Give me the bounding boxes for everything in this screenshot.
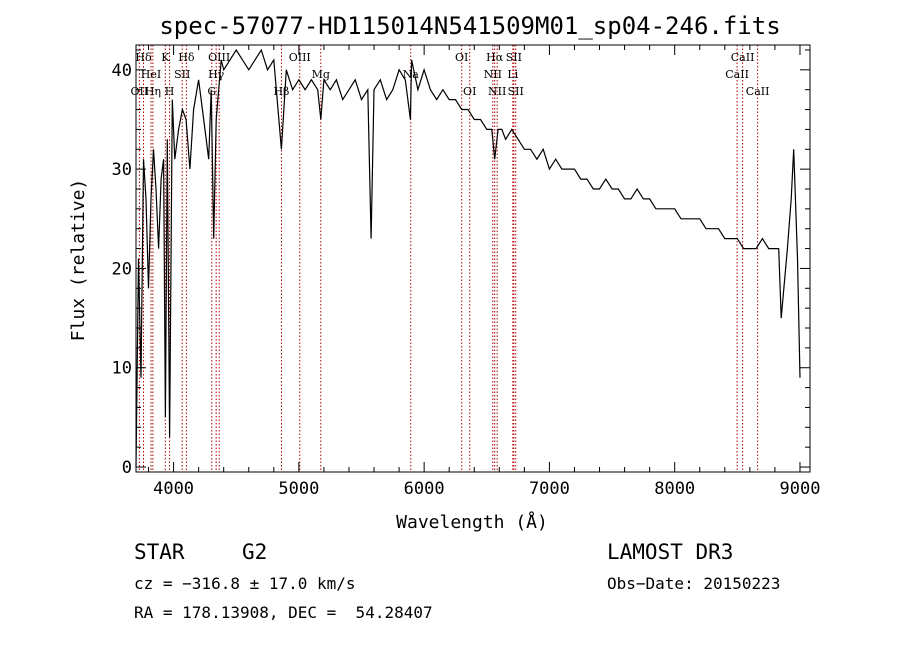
line-label: SII	[174, 68, 190, 81]
y-axis-label: Flux (relative)	[68, 179, 89, 342]
chart-title: spec-57077-HD115014N541509M01_sp04-246.f…	[159, 12, 780, 40]
line-label: CaII	[731, 51, 755, 64]
line-label: Hα	[486, 51, 504, 64]
y-tick-label: 40	[112, 61, 132, 81]
line-label: Mg	[312, 68, 330, 81]
y-tick-label: 10	[112, 359, 132, 379]
x-tick-label: 5000	[278, 479, 319, 499]
line-label: HeI	[141, 68, 161, 81]
y-tick-label: 20	[112, 259, 132, 279]
line-label: K	[161, 51, 170, 64]
line-label: SII	[508, 85, 524, 98]
line-markers	[138, 45, 759, 472]
y-tick-label: 30	[112, 160, 132, 180]
line-label: Hγ	[208, 68, 225, 81]
x-axis-label: Wavelength (Å)	[396, 511, 548, 533]
line-label: OIII	[208, 51, 230, 64]
object-class: STAR	[134, 540, 185, 564]
line-label: Li	[507, 68, 518, 81]
plot-frame	[135, 44, 811, 473]
line-label: OII	[131, 85, 149, 98]
coordinates-readout: RA = 178.13908, DEC = 54.28407	[134, 603, 433, 622]
line-label: NII	[488, 85, 506, 98]
line-label: OI	[455, 51, 468, 64]
spectrum-line	[135, 48, 801, 468]
y-tick-label: 0	[122, 458, 132, 478]
x-tick-label: 7000	[529, 479, 570, 499]
line-label: OIII	[289, 51, 311, 64]
line-label: CaII	[725, 68, 749, 81]
observation-date: Obs−Date: 20150223	[607, 574, 781, 593]
axis-ticks: 4000 5000 6000 7000 8000 9000 0 10 20 30 40	[112, 45, 821, 499]
x-tick-label: 4000	[153, 479, 194, 499]
x-tick-label: 9000	[780, 479, 821, 499]
x-tick-label: 6000	[404, 479, 445, 499]
line-label: Hδ	[135, 51, 152, 64]
survey-name: LAMOST DR3	[607, 540, 734, 564]
line-label: Hη	[145, 85, 161, 98]
line-label: CaII	[746, 85, 770, 98]
object-subclass: G2	[242, 540, 268, 564]
x-tick-label: 8000	[654, 479, 695, 499]
line-label: OI	[463, 85, 476, 98]
redshift-readout: cz = −316.8 ± 17.0 km/s	[134, 574, 356, 593]
line-label: H	[165, 85, 175, 98]
line-label: Hδ	[178, 51, 195, 64]
line-label: NII	[484, 68, 502, 81]
line-label: SII	[506, 51, 522, 64]
